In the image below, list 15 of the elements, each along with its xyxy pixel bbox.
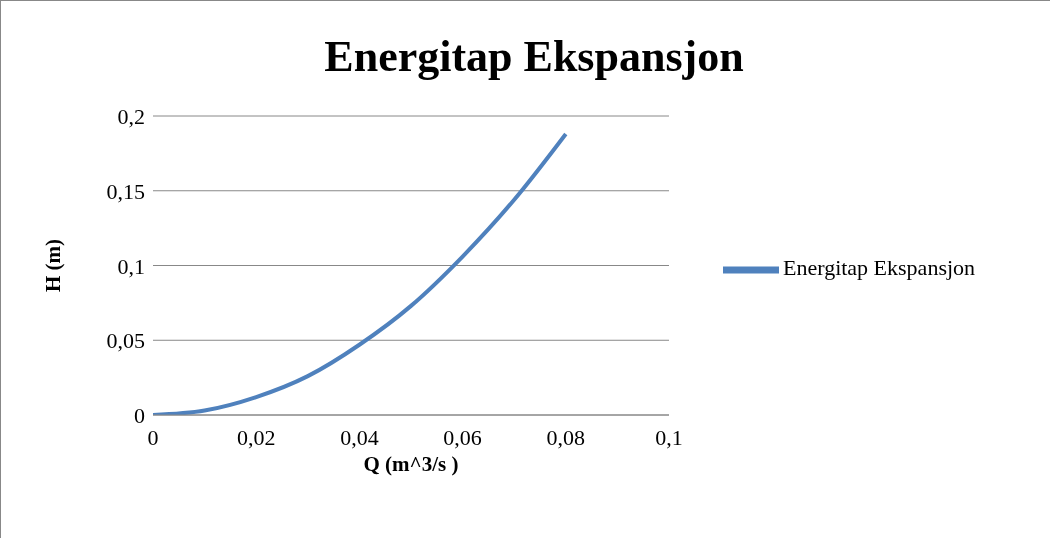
x-tick-label: 0,06	[443, 425, 482, 450]
y-tick-label: 0,05	[106, 328, 145, 354]
y-axis-title: H (m)	[41, 238, 66, 293]
legend-label: Energitap Ekspansjon	[783, 255, 976, 281]
x-tick-label: 0,04	[340, 425, 379, 450]
y-tick-label: 0	[134, 403, 145, 428]
y-tick-label: 0,15	[106, 178, 145, 204]
x-tick-label: 0,02	[236, 425, 276, 450]
x-tick-label: 0,08	[546, 425, 586, 450]
y-tick-label: 0,2	[117, 104, 145, 129]
x-tick-label: 0,1	[655, 425, 683, 450]
y-tick-label: 0,1	[117, 253, 145, 279]
line-series	[153, 131, 568, 415]
x-axis-title: Q (m^3/s )	[363, 452, 459, 476]
chart-title: Energitap Ekspansjon	[323, 31, 745, 83]
